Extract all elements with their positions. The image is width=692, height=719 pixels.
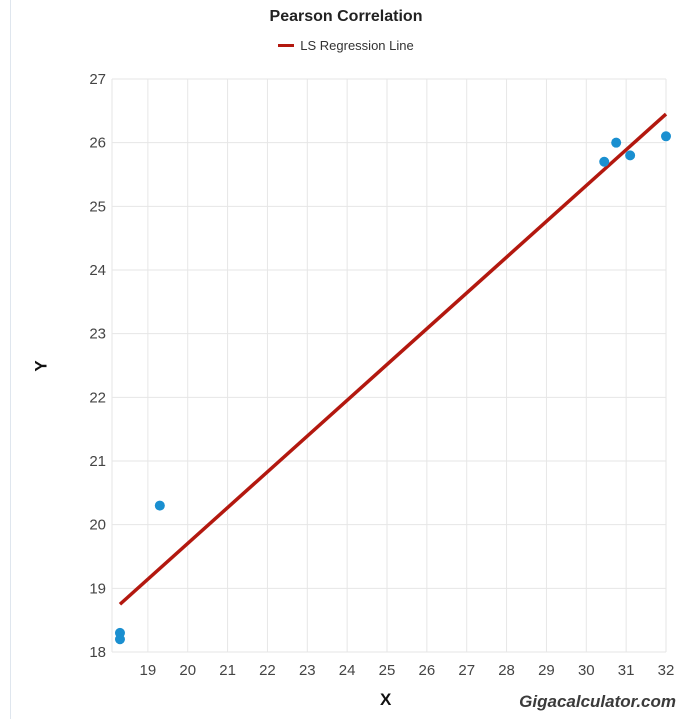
x-tick-label: 21 <box>219 662 236 679</box>
regression-line <box>118 112 668 606</box>
data-point <box>599 156 610 167</box>
data-point <box>625 150 636 161</box>
y-tick-label: 21 <box>89 453 106 470</box>
y-tick-label: 25 <box>89 198 106 215</box>
legend-label: LS Regression Line <box>300 38 414 53</box>
data-point <box>154 500 165 511</box>
y-tick-label: 20 <box>89 517 106 534</box>
y-axis-label: Y <box>31 360 51 372</box>
x-tick-label: 24 <box>339 662 356 679</box>
x-tick-label: 29 <box>538 662 555 679</box>
x-tick-label: 22 <box>259 662 276 679</box>
y-tick-label: 24 <box>89 262 106 279</box>
data-point <box>661 131 671 142</box>
x-tick-label: 27 <box>458 662 475 679</box>
page-left-rule <box>10 0 11 719</box>
data-point <box>611 137 622 148</box>
y-tick-label: 18 <box>89 644 106 661</box>
chart-legend[interactable]: LS Regression Line <box>0 38 692 53</box>
data-point <box>114 634 125 645</box>
x-tick-label: 19 <box>140 662 157 679</box>
y-tick-label: 19 <box>89 580 106 597</box>
x-tick-label: 23 <box>299 662 316 679</box>
x-axis-label: X <box>380 690 392 709</box>
y-tick-label: 23 <box>89 326 106 343</box>
y-tick-label: 22 <box>89 389 106 406</box>
x-tick-label: 26 <box>419 662 436 679</box>
y-tick-label: 27 <box>89 71 106 88</box>
chart-title: Pearson Correlation <box>269 8 423 25</box>
watermark: Gigacalculator.com <box>519 692 676 711</box>
y-tick-label: 26 <box>89 135 106 152</box>
x-tick-label: 25 <box>379 662 396 679</box>
x-tick-label: 28 <box>498 662 515 679</box>
legend-swatch <box>278 44 295 47</box>
x-tick-label: 30 <box>578 662 595 679</box>
x-tick-label: 20 <box>179 662 196 679</box>
x-tick-label: 32 <box>658 662 675 679</box>
x-tick-label: 31 <box>618 662 635 679</box>
